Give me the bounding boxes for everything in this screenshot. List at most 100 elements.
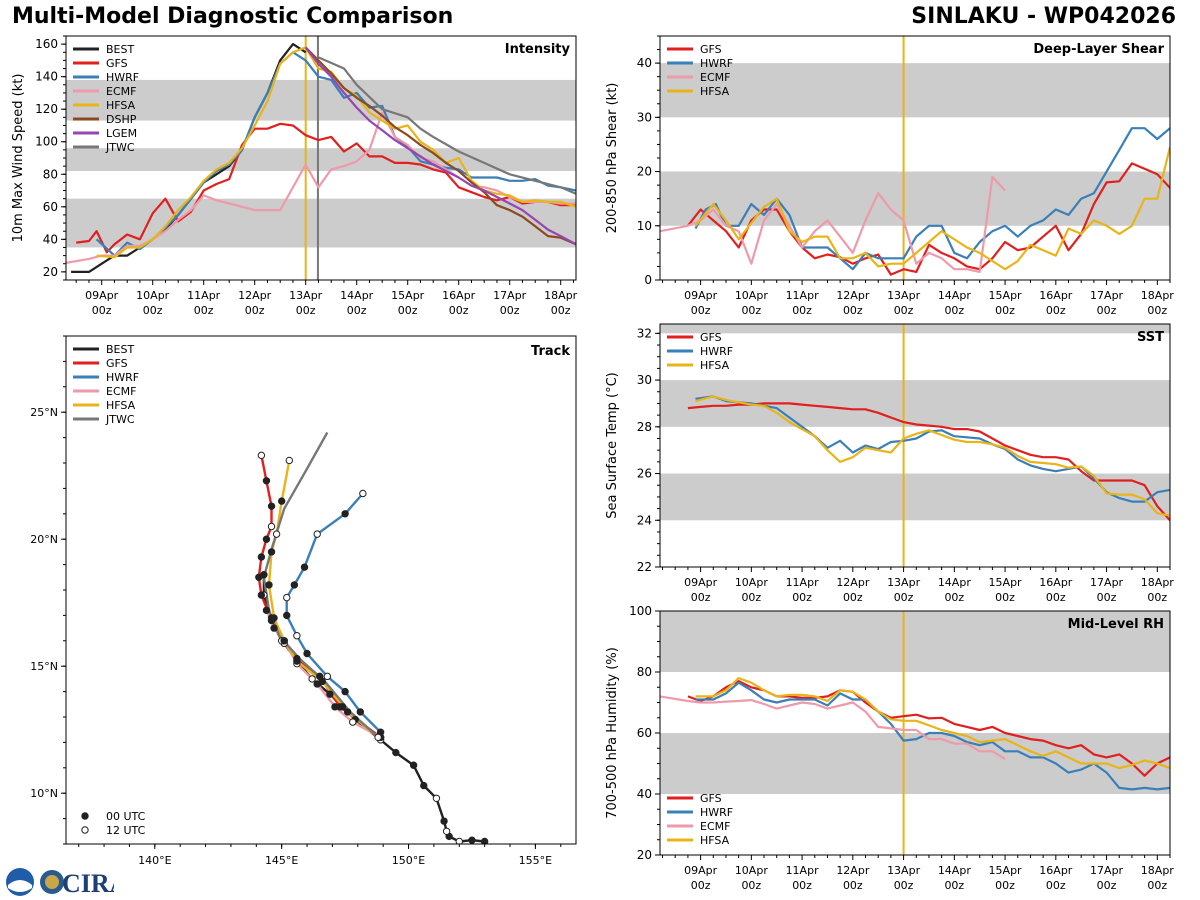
plot-frame [659, 323, 1171, 568]
legend-label: ECMF [106, 385, 136, 398]
series-line-gfs [687, 402, 1170, 522]
track-point-12utc [432, 794, 441, 802]
x-tick-label-hour: 00z [843, 879, 863, 892]
x-tick-label-date: 10Apr [136, 289, 170, 302]
x-tick-label-date: 10Apr [735, 864, 769, 877]
track-point-12utc [349, 718, 357, 726]
track-point-12utc [272, 530, 281, 538]
track-point-00utc [480, 837, 489, 844]
x-tick-label-date: 09Apr [85, 289, 119, 302]
x-tick-label-hour: 00z [143, 304, 163, 317]
track-point-12utc [455, 837, 463, 844]
track-point-00utc [343, 708, 352, 716]
y-tick-label: 0 [644, 273, 652, 287]
shaded-band [660, 473, 1170, 521]
track-point-00utc [265, 581, 273, 589]
track-point-12utc [283, 593, 291, 602]
y-tick-label: 24 [637, 513, 652, 527]
x-tick-label-hour: 00z [691, 879, 711, 892]
x-tick-label-hour: 00z [1147, 879, 1167, 892]
track-point-12utc [293, 632, 301, 640]
legend-label: GFS [700, 331, 722, 344]
legend-label: HWRF [106, 371, 139, 384]
x-tick-label-date: 14Apr [938, 576, 972, 589]
track-point-00utc [300, 563, 309, 571]
series-line-hwrf [95, 51, 576, 257]
x-tick-label-hour: 00z [551, 304, 571, 317]
track-point-12utc [313, 530, 321, 538]
track-point-00utc [409, 761, 418, 769]
x-tick-label-hour: 00z [1147, 591, 1167, 604]
track-point-12utc [257, 451, 266, 460]
legend-label: HWRF [700, 57, 733, 70]
y-tick-label: 120 [35, 102, 58, 116]
plot-frame [65, 335, 577, 845]
series-line-hwrf [694, 127, 1170, 271]
track-point-00utc [290, 581, 299, 589]
csu-globe-core-icon [45, 875, 59, 889]
track-point-12utc [359, 489, 367, 498]
x-tick-label-hour: 00z [1147, 304, 1167, 317]
y-tick-label: 80 [43, 167, 58, 181]
y-tick-label: 15°N [30, 660, 58, 673]
legend-label: GFS [700, 792, 722, 805]
x-tick-label-date: 09Apr [684, 576, 718, 589]
track-point-00utc [262, 606, 271, 615]
x-tick-label-hour: 00z [449, 304, 469, 317]
x-tick-label-date: 15Apr [989, 576, 1023, 589]
shaded-band [660, 171, 1170, 226]
cira-logo: CIRA [6, 868, 114, 898]
y-tick-label: 60 [43, 200, 58, 214]
track-point-12utc [323, 672, 332, 681]
y-tick-label: 30 [637, 110, 652, 124]
legend-label: JTWC [105, 141, 135, 154]
track-point-00utc [341, 687, 349, 696]
chart-rh: 20 40 60 80 100 09Apr 00z 10Apr 00z 11Apr 00z 12Apr… [605, 604, 1174, 892]
x-tick-label-date: 12Apr [836, 289, 870, 302]
shaded-band [660, 324, 1170, 334]
plot-area [660, 611, 1170, 855]
x-tick-label-hour: 00z [296, 304, 316, 317]
track-point-00utc [262, 535, 271, 543]
x-tick-label-hour: 00z [92, 304, 112, 317]
plot-area [660, 324, 1170, 567]
track-line-jtwc [262, 431, 379, 739]
x-tick-label-date: 15Apr [391, 289, 425, 302]
shaded-band [660, 380, 1170, 427]
y-tick-label: 100 [629, 604, 652, 618]
x-tick-label-hour: 00z [944, 304, 964, 317]
y-tick-label: 26 [637, 467, 652, 481]
legend-label: ECMF [700, 71, 730, 84]
x-tick-label-hour: 00z [894, 591, 914, 604]
x-tick-label-hour: 00z [347, 304, 367, 317]
y-tick-label: 160 [35, 37, 58, 51]
y-tick-label: 140 [35, 70, 58, 84]
x-tick-label-date: 14Apr [340, 289, 374, 302]
marker-legend-12utc [81, 826, 89, 834]
x-tick-label-hour: 00z [944, 591, 964, 604]
y-tick-label: 22 [637, 560, 652, 574]
marker-legend-label: 12 UTC [106, 824, 146, 837]
y-axis-label: Sea Surface Temp (°C) [605, 372, 620, 519]
series-line-hwrf [695, 395, 1170, 503]
track-point-00utc [392, 748, 400, 757]
x-tick-label-date: 13Apr [887, 864, 921, 877]
track-point-12utc [267, 522, 276, 531]
plot-area [255, 431, 489, 844]
x-tick-label-date: 13Apr [887, 289, 921, 302]
plot-area [660, 36, 1170, 280]
y-tick-label: 80 [637, 665, 652, 679]
x-tick-label-hour: 00z [1097, 879, 1117, 892]
series-line-hfsa [694, 146, 1170, 271]
x-tick-label-date: 18Apr [1141, 289, 1175, 302]
track-point-00utc [341, 510, 349, 518]
x-tick-label-date: 11Apr [786, 576, 820, 589]
x-tick-label-hour: 00z [500, 304, 520, 317]
x-tick-label-hour: 00z [741, 591, 761, 604]
track-point-00utc [257, 591, 266, 599]
y-tick-label: 25°N [30, 406, 58, 419]
track-point-12utc [374, 733, 382, 742]
y-tick-label: 20 [637, 165, 652, 179]
series-line-hfsa [695, 395, 1170, 517]
